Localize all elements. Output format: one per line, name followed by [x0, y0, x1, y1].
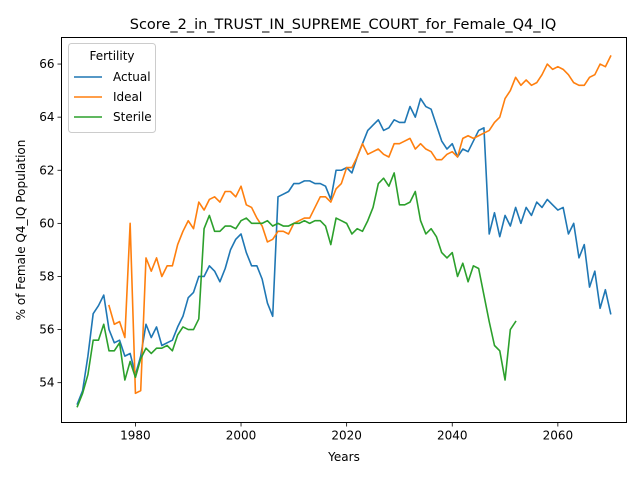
x-tick-label: 1980	[120, 429, 151, 443]
y-tick-label: 60	[39, 216, 54, 230]
y-tick-label: 66	[39, 57, 54, 71]
legend-label-ideal: Ideal	[113, 90, 142, 104]
series-line-sterile	[76, 172, 517, 408]
legend-items: Actual Ideal Sterile	[74, 70, 152, 124]
x-axis: 1980 2000 2020 2040 2060	[120, 422, 574, 443]
y-tick-label: 56	[39, 323, 54, 337]
legend-label-actual: Actual	[113, 70, 151, 84]
chart-title: Score_2_in_TRUST_IN_SUPREME_COURT_for_Fe…	[130, 17, 556, 33]
legend: Fertility Actual Ideal Sterile	[68, 43, 156, 133]
x-tick-label: 2020	[331, 429, 362, 443]
legend-box	[68, 43, 156, 133]
x-tick-label: 2000	[226, 429, 257, 443]
y-tick-label: 64	[39, 110, 54, 124]
x-tick-label: 2060	[543, 429, 574, 443]
legend-label-sterile: Sterile	[113, 110, 152, 124]
plot-frame	[61, 37, 627, 423]
y-axis: 54 56 58 60 62 64 66	[39, 57, 62, 390]
x-axis-label: Years	[327, 450, 360, 464]
y-tick-label: 54	[39, 376, 54, 390]
legend-title: Fertility	[89, 49, 134, 63]
y-tick-label: 62	[39, 163, 54, 177]
series-line-actual	[76, 97, 612, 405]
y-tick-label: 58	[39, 269, 54, 283]
series-line-ideal	[108, 55, 612, 395]
x-tick-label: 2040	[437, 429, 468, 443]
y-axis-label: % of Female Q4_IQ Population	[14, 140, 28, 321]
series-layer	[76, 55, 612, 408]
